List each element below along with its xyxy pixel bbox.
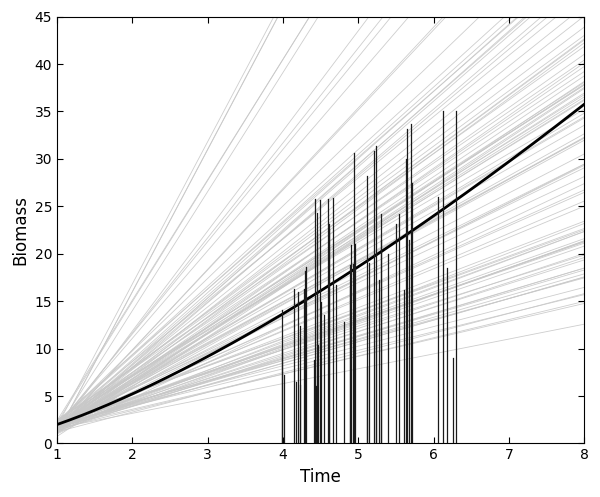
Y-axis label: Biomass: Biomass: [11, 195, 29, 265]
X-axis label: Time: Time: [301, 468, 341, 486]
